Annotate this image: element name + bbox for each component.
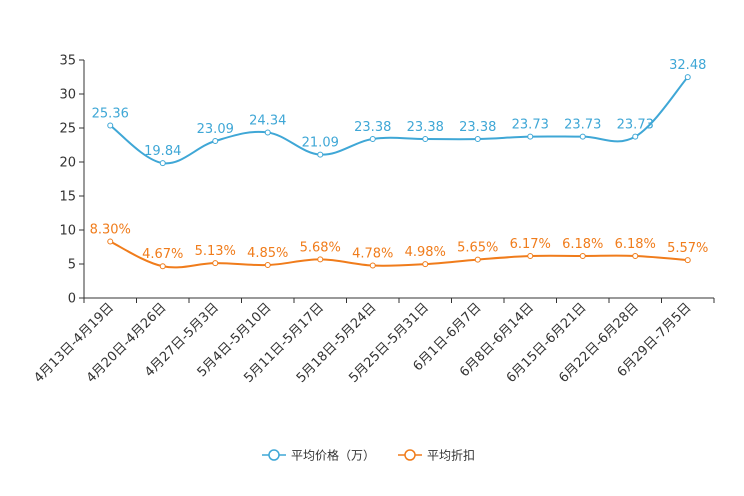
legend-swatch-marker (404, 449, 416, 461)
data-label: 6.18% (615, 237, 656, 252)
data-label: 25.36 (92, 107, 129, 122)
data-point[interactable] (474, 136, 481, 143)
y-tick-label: 20 (59, 156, 76, 171)
data-point[interactable] (212, 260, 219, 267)
data-label: 23.38 (459, 120, 496, 135)
data-label: 4.67% (142, 247, 183, 262)
data-label: 8.30% (90, 223, 131, 238)
data-point[interactable] (212, 137, 219, 144)
data-point[interactable] (632, 133, 639, 140)
legend-label: 平均折扣 (427, 448, 475, 463)
series-line (109, 240, 688, 269)
data-label: 19.84 (144, 144, 181, 159)
axes (83, 60, 714, 299)
legend-item-avg-discount[interactable]: 平均折扣 (398, 448, 475, 463)
data-label: 5.65% (457, 241, 498, 256)
data-label: 6.18% (562, 237, 603, 252)
data-point[interactable] (527, 133, 534, 140)
data-label: 5.13% (195, 244, 236, 259)
y-axis-ticks: 0 5 10 15 20 25 30 35 (59, 54, 84, 307)
y-tick-label: 15 (59, 190, 76, 205)
y-tick-label: 5 (68, 258, 76, 273)
y-tick-label: 0 (68, 292, 76, 307)
data-point[interactable] (474, 256, 481, 263)
data-point[interactable] (159, 160, 166, 167)
data-label: 5.57% (667, 241, 708, 256)
series-lines: 25.36 19.84 23.09 24.34 21.09 23.38 23.38 23.38… (90, 58, 708, 270)
data-point[interactable] (632, 252, 639, 259)
legend-label: 平均价格（万） (291, 448, 375, 463)
data-point[interactable] (579, 133, 586, 140)
data-point[interactable] (369, 136, 376, 143)
x-axis-category-labels: 4月13日-4月19日4月20日-4月26日4月27日-5月3日5月4日-5月1… (31, 298, 715, 386)
data-label: 24.34 (249, 113, 286, 128)
data-point[interactable] (684, 257, 691, 264)
data-point[interactable] (527, 253, 534, 260)
data-point[interactable] (264, 129, 271, 136)
data-point[interactable] (159, 263, 166, 270)
data-label: 23.73 (564, 118, 601, 133)
y-tick-label: 35 (59, 54, 76, 69)
data-label: 5.68% (300, 240, 341, 255)
data-point[interactable] (107, 122, 114, 129)
series-avg-price: 25.36 19.84 23.09 24.34 21.09 23.38 23.38 23.38… (92, 58, 706, 167)
data-label: 23.09 (197, 122, 234, 137)
data-point[interactable] (107, 238, 114, 245)
data-label: 4.85% (247, 246, 288, 261)
data-label: 4.78% (352, 246, 393, 261)
series-line (109, 76, 689, 165)
data-label: 23.38 (354, 120, 391, 135)
data-label: 21.09 (302, 136, 339, 151)
data-point[interactable] (579, 252, 586, 259)
data-point[interactable] (317, 151, 324, 158)
legend[interactable]: 平均价格（万） 平均折扣 (262, 448, 475, 463)
data-label: 23.73 (512, 118, 549, 133)
data-point[interactable] (422, 261, 429, 268)
data-label: 4.98% (405, 245, 446, 260)
data-label: 32.48 (669, 58, 706, 73)
legend-item-avg-price[interactable]: 平均价格（万） (262, 448, 375, 463)
data-point[interactable] (369, 262, 376, 269)
data-label: 6.17% (510, 237, 551, 252)
series-avg-discount: 8.30% 4.67% 5.13% 4.85% 5.68% 4.78% 4.98% 5.65%… (90, 223, 708, 270)
data-label: 23.38 (407, 120, 444, 135)
data-point[interactable] (264, 262, 271, 269)
data-point[interactable] (317, 256, 324, 263)
data-label: 23.73 (617, 118, 654, 133)
legend-swatch-marker (268, 449, 280, 461)
y-tick-label: 30 (59, 88, 76, 103)
y-tick-label: 10 (59, 224, 76, 239)
data-point[interactable] (684, 74, 691, 81)
y-tick-label: 25 (59, 122, 76, 137)
data-point[interactable] (422, 136, 429, 143)
